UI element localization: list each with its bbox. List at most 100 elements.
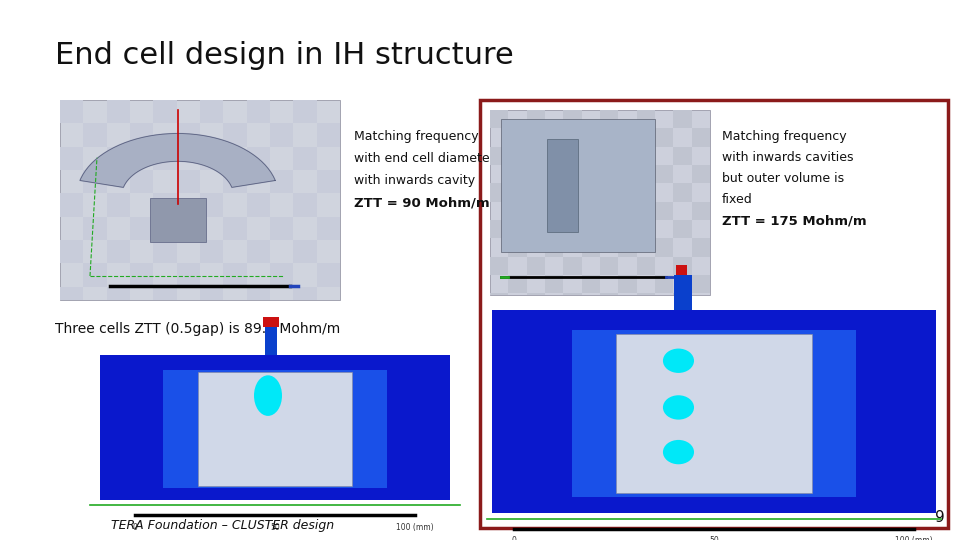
- Bar: [154, 287, 177, 300]
- Bar: [270, 264, 294, 287]
- Bar: [490, 147, 509, 165]
- Bar: [265, 325, 276, 355]
- Bar: [130, 170, 154, 193]
- Bar: [247, 240, 270, 264]
- Ellipse shape: [663, 349, 694, 373]
- Bar: [150, 198, 205, 242]
- Text: with inwards cavity: with inwards cavity: [354, 174, 475, 187]
- Bar: [600, 220, 618, 238]
- Text: Three cells ZTT (0.5gap) is 89.6 Mohm/m: Three cells ZTT (0.5gap) is 89.6 Mohm/m: [55, 322, 340, 336]
- Bar: [509, 165, 527, 184]
- Bar: [294, 287, 317, 300]
- Bar: [200, 240, 224, 264]
- Bar: [618, 275, 636, 293]
- Bar: [673, 256, 691, 275]
- Text: fixed: fixed: [722, 193, 753, 206]
- Bar: [545, 165, 564, 184]
- Bar: [547, 139, 578, 232]
- Text: 9: 9: [935, 510, 945, 525]
- Text: 0: 0: [512, 536, 516, 540]
- Bar: [655, 238, 673, 256]
- Text: ZTT = 175 Mohm/m: ZTT = 175 Mohm/m: [722, 214, 867, 227]
- Bar: [294, 100, 317, 123]
- Ellipse shape: [663, 440, 694, 464]
- Bar: [84, 217, 107, 240]
- Bar: [509, 275, 527, 293]
- Bar: [317, 264, 340, 287]
- Bar: [107, 100, 130, 123]
- Bar: [130, 217, 154, 240]
- Bar: [636, 293, 655, 295]
- Bar: [177, 170, 200, 193]
- Bar: [509, 201, 527, 220]
- Bar: [673, 110, 691, 129]
- Bar: [691, 201, 710, 220]
- Bar: [600, 147, 618, 165]
- Bar: [673, 220, 691, 238]
- Bar: [270, 170, 294, 193]
- Bar: [154, 240, 177, 264]
- Bar: [163, 369, 387, 488]
- Text: but outer volume is: but outer volume is: [722, 172, 844, 185]
- Bar: [527, 293, 545, 295]
- Bar: [600, 256, 618, 275]
- Text: 50: 50: [270, 523, 280, 532]
- Bar: [618, 165, 636, 184]
- Bar: [107, 193, 130, 217]
- Bar: [600, 293, 618, 295]
- Bar: [655, 201, 673, 220]
- Bar: [247, 147, 270, 170]
- Bar: [618, 238, 636, 256]
- Bar: [600, 184, 618, 201]
- Bar: [224, 264, 247, 287]
- Bar: [564, 147, 582, 165]
- Bar: [618, 201, 636, 220]
- Bar: [294, 147, 317, 170]
- Bar: [582, 201, 600, 220]
- Bar: [564, 184, 582, 201]
- Bar: [509, 129, 527, 147]
- Bar: [618, 129, 636, 147]
- Bar: [572, 330, 856, 497]
- Text: End cell design in IH structure: End cell design in IH structure: [55, 40, 514, 70]
- Bar: [691, 275, 710, 293]
- Bar: [616, 334, 812, 492]
- Bar: [501, 119, 655, 252]
- Bar: [247, 287, 270, 300]
- Polygon shape: [80, 133, 276, 187]
- Bar: [691, 165, 710, 184]
- Bar: [676, 265, 687, 275]
- Bar: [317, 217, 340, 240]
- Bar: [655, 275, 673, 293]
- Bar: [224, 170, 247, 193]
- Bar: [509, 238, 527, 256]
- Bar: [198, 373, 352, 485]
- Text: Matching frequency: Matching frequency: [722, 130, 847, 143]
- Bar: [691, 129, 710, 147]
- Bar: [270, 123, 294, 147]
- Bar: [527, 110, 545, 129]
- Text: with inwards cavities: with inwards cavities: [722, 151, 853, 164]
- Bar: [655, 165, 673, 184]
- Bar: [636, 220, 655, 238]
- Bar: [154, 100, 177, 123]
- Bar: [564, 256, 582, 275]
- Bar: [294, 193, 317, 217]
- Bar: [490, 256, 509, 275]
- Text: 50: 50: [709, 536, 719, 540]
- Bar: [636, 256, 655, 275]
- Bar: [600, 110, 618, 129]
- Bar: [691, 238, 710, 256]
- Bar: [100, 355, 450, 500]
- Bar: [564, 293, 582, 295]
- Bar: [224, 217, 247, 240]
- Bar: [60, 287, 84, 300]
- Bar: [84, 123, 107, 147]
- Bar: [673, 184, 691, 201]
- Bar: [60, 193, 84, 217]
- Bar: [107, 287, 130, 300]
- Bar: [130, 264, 154, 287]
- Bar: [490, 220, 509, 238]
- Bar: [674, 275, 692, 310]
- Text: 0: 0: [132, 523, 137, 532]
